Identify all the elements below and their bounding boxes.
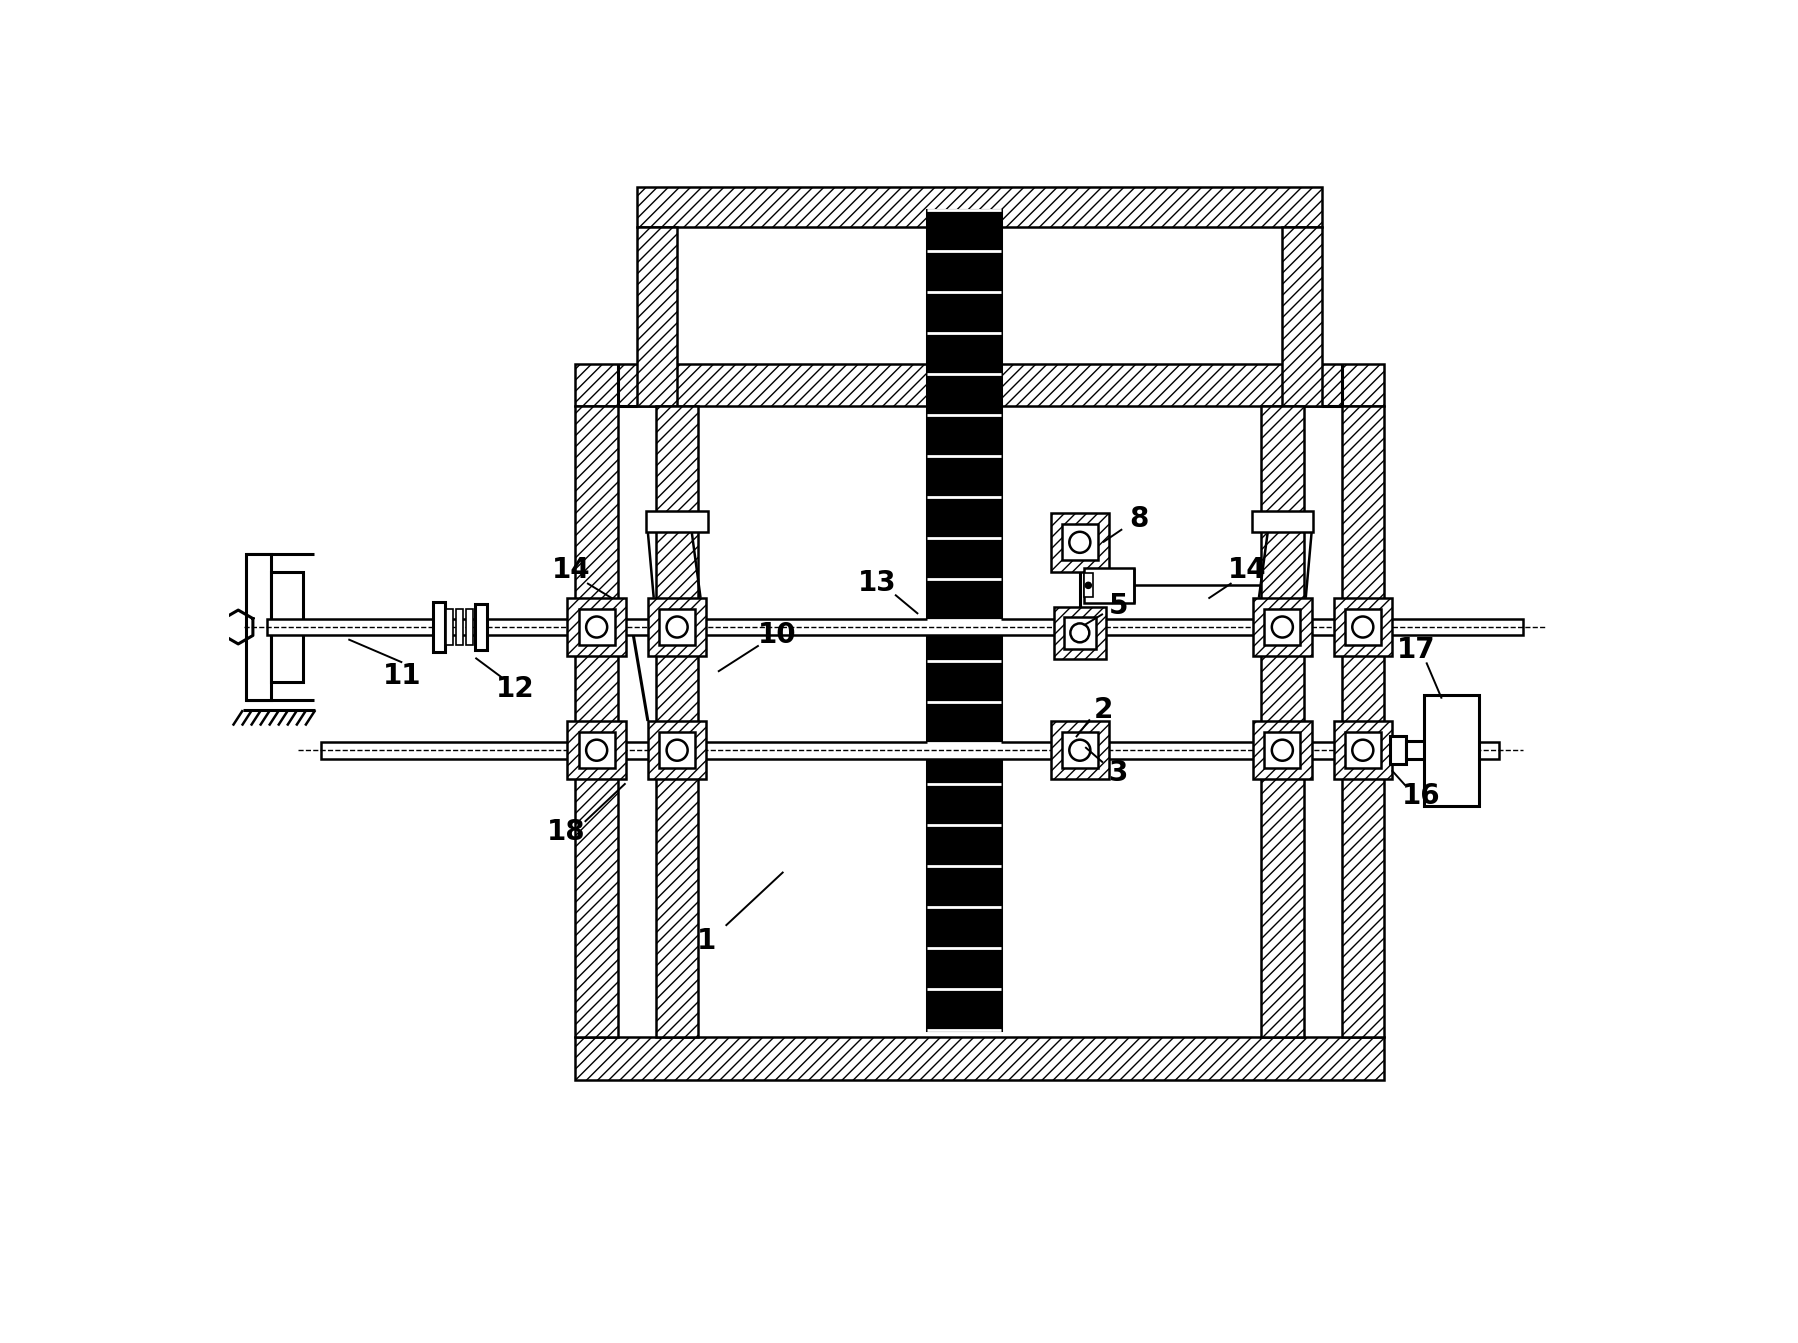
Bar (1063, 616, 1095, 649)
Bar (1390, 736, 1404, 764)
Bar (566, 721, 626, 779)
Bar (1343, 608, 1381, 645)
Bar (466, 608, 473, 646)
Bar (647, 721, 707, 779)
Text: 14: 14 (552, 556, 590, 584)
Bar (246, 553, 270, 700)
Bar (1050, 513, 1109, 572)
Text: 3: 3 (1108, 759, 1127, 787)
Circle shape (667, 740, 687, 760)
Bar (1054, 607, 1106, 659)
Text: 12: 12 (496, 674, 534, 702)
Circle shape (1070, 623, 1090, 642)
Bar (617, 406, 1341, 1037)
Bar (446, 608, 453, 646)
Circle shape (1084, 583, 1091, 588)
Text: 13: 13 (858, 569, 895, 598)
Bar (1332, 721, 1392, 779)
Bar (270, 572, 302, 682)
Bar (926, 210, 1001, 1030)
Text: 14: 14 (1226, 556, 1266, 584)
Bar (1082, 568, 1133, 603)
Text: 16: 16 (1401, 783, 1440, 810)
Bar (579, 608, 615, 645)
Bar (656, 406, 698, 1037)
Circle shape (1271, 740, 1293, 760)
Bar (1343, 732, 1381, 768)
Bar (658, 732, 694, 768)
Circle shape (667, 616, 687, 638)
Bar (322, 741, 1500, 759)
Text: 2: 2 (1093, 696, 1111, 724)
Circle shape (1352, 740, 1372, 760)
Bar (1264, 732, 1300, 768)
Bar (636, 227, 676, 406)
Bar (1061, 732, 1097, 768)
Bar (1424, 694, 1478, 806)
Circle shape (1068, 740, 1090, 760)
Bar (1264, 608, 1300, 645)
Bar (1253, 598, 1311, 657)
Bar (1050, 721, 1109, 779)
Bar (1282, 227, 1322, 406)
Circle shape (586, 616, 608, 638)
Circle shape (1352, 616, 1372, 638)
Text: 10: 10 (757, 620, 797, 649)
Bar (1251, 510, 1313, 532)
Bar (645, 510, 707, 532)
Bar (433, 602, 444, 653)
Circle shape (586, 740, 608, 760)
Bar (579, 732, 615, 768)
Bar (647, 598, 707, 657)
Circle shape (1271, 616, 1293, 638)
Bar (636, 187, 1322, 227)
Bar (575, 364, 1383, 406)
Bar (658, 608, 694, 645)
Bar (566, 598, 626, 657)
Bar (1404, 741, 1426, 759)
Text: 17: 17 (1397, 637, 1435, 663)
Bar (1082, 573, 1093, 598)
Text: 18: 18 (547, 818, 584, 846)
Bar (457, 608, 462, 646)
Bar (575, 406, 617, 1037)
Bar (268, 619, 1521, 635)
Text: 5: 5 (1108, 592, 1127, 620)
Bar (1061, 524, 1097, 560)
Text: 8: 8 (1129, 505, 1149, 533)
Bar (1253, 721, 1311, 779)
Circle shape (1068, 532, 1090, 553)
Bar (1260, 406, 1304, 1037)
Bar (1332, 598, 1392, 657)
Text: 11: 11 (383, 662, 421, 689)
Bar (475, 604, 487, 650)
Bar (575, 1037, 1383, 1080)
Text: 1: 1 (696, 927, 716, 955)
Bar (1341, 406, 1383, 1037)
